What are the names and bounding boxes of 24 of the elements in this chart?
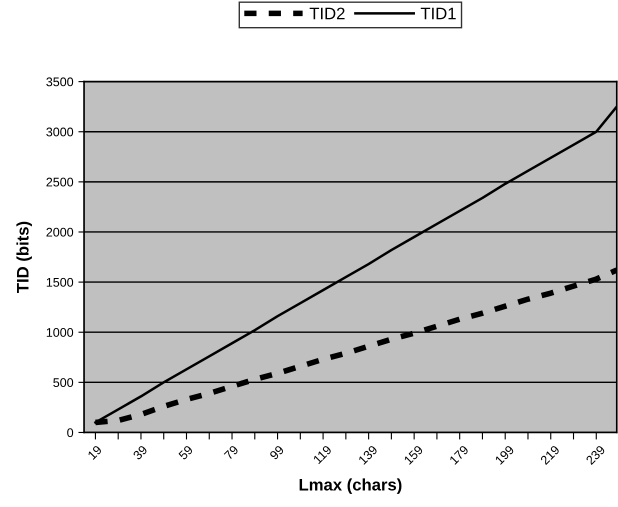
x-tick-label: 99: [269, 444, 284, 460]
x-tick-label: 139: [358, 444, 378, 465]
x-axis-title: Lmax (chars): [300, 478, 402, 494]
x-tick-label: 179: [449, 444, 470, 465]
x-tick-label: 79: [224, 444, 239, 460]
y-tick-label: 3500: [46, 77, 74, 86]
y-tick-label: 2000: [46, 228, 74, 237]
y-tick-label: 0: [67, 428, 74, 438]
y-tick-label: 1500: [46, 278, 74, 287]
x-tick-label: 19: [87, 444, 102, 460]
y-axis-title: TID (bits): [16, 222, 32, 293]
y-tick-label: 500: [53, 378, 74, 388]
y-tick-label: 1000: [46, 328, 74, 337]
x-tick-label: 219: [540, 444, 560, 466]
y-tick-label: 3000: [46, 128, 74, 136]
x-tick-label: 119: [312, 444, 332, 464]
legend-label: TID1: [420, 8, 456, 20]
x-tick-label: 199: [494, 444, 515, 465]
x-tick-label: 59: [178, 444, 194, 460]
y-tick-label: 2500: [46, 178, 74, 187]
x-tick-label: 159: [404, 444, 424, 465]
legend-label: TID2: [310, 8, 345, 20]
x-tick-label: 39: [132, 444, 148, 460]
x-tick-label: 239: [585, 444, 606, 466]
